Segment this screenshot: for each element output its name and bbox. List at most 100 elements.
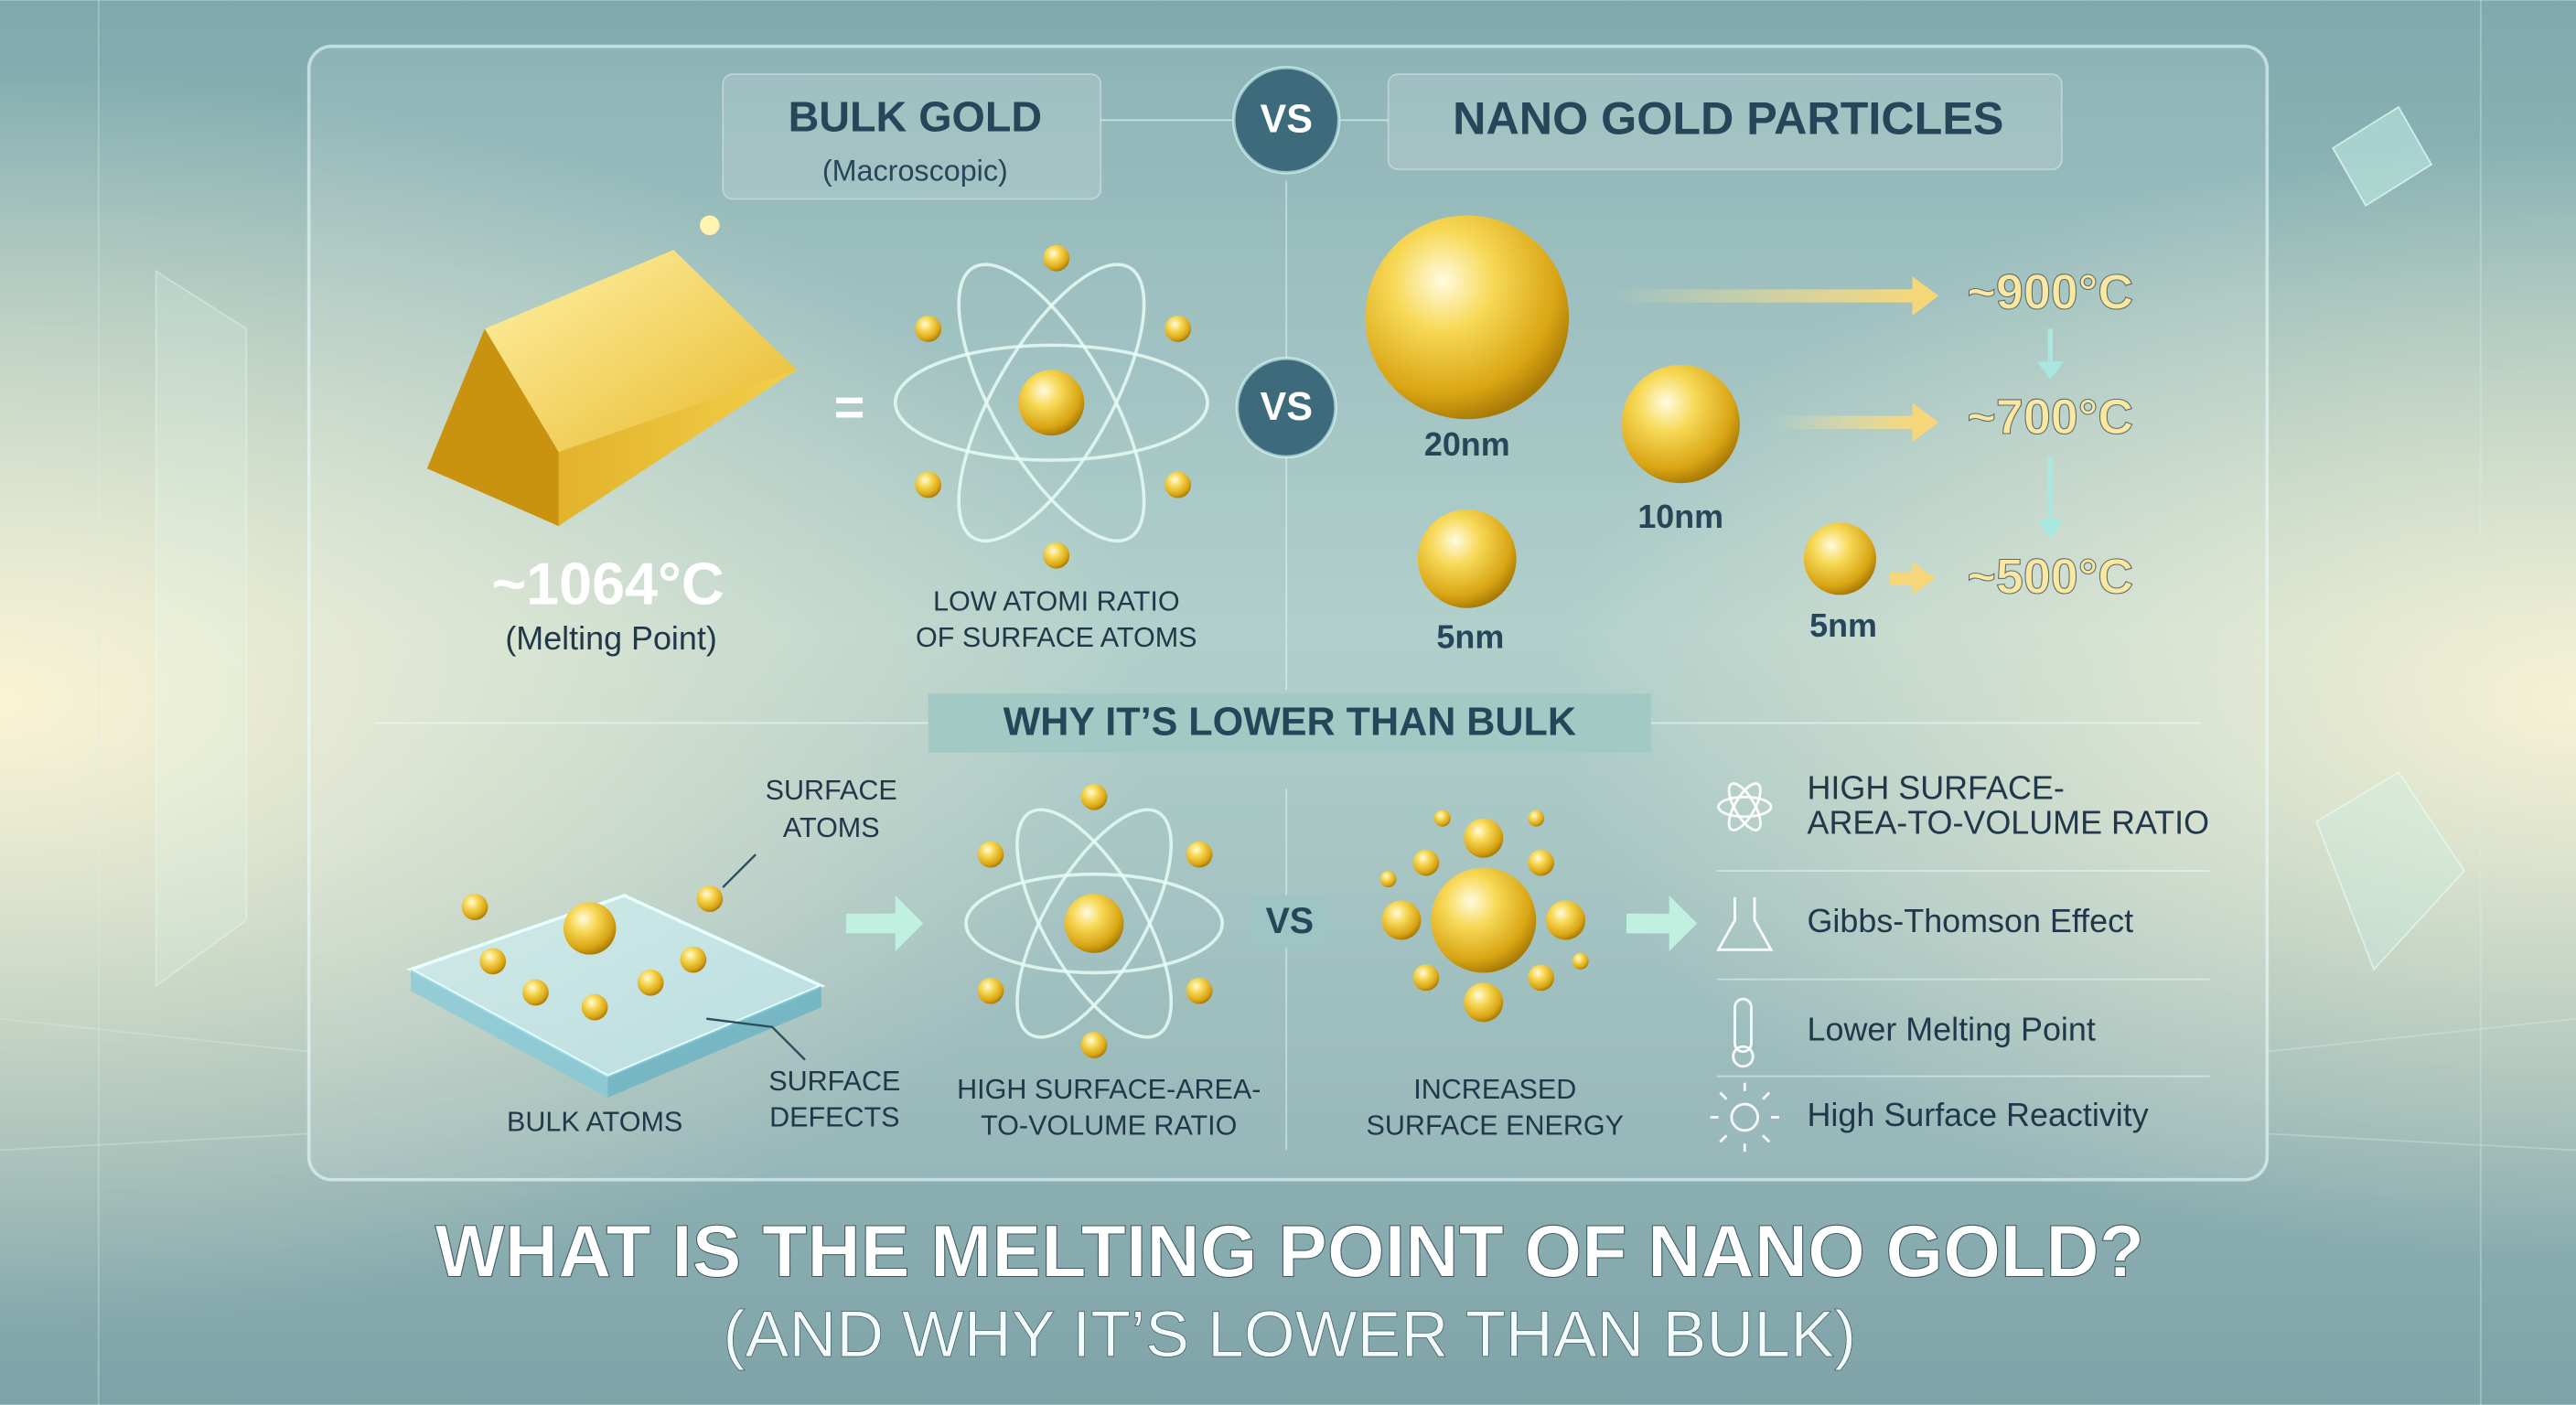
decor-ellipse: [964, 872, 1224, 975]
decor-circle: [1464, 982, 1504, 1023]
vs-label: VS: [1265, 901, 1314, 941]
decor-circle: [522, 979, 549, 1006]
surface-atoms-label: SURFACE: [766, 775, 897, 806]
decor-polygon: [1912, 402, 1939, 443]
list-item: HIGH SURFACE-: [1808, 769, 2065, 807]
decor-circle: [1080, 783, 1108, 810]
decor-rect: [306, 44, 2270, 1182]
decor-polygon: [2036, 519, 2064, 540]
decor-circle: [581, 993, 608, 1021]
decor-circle: [1165, 471, 1192, 499]
decor-g: [1379, 810, 1589, 1023]
decor-circle: [1572, 952, 1589, 970]
decor-rect: [1774, 415, 1916, 429]
energy-caption: SURFACE ENERGY: [1367, 1110, 1624, 1141]
decor-ellipse: [1727, 782, 1762, 831]
decor-circle: [1379, 871, 1397, 888]
decor-circle: [1018, 370, 1085, 436]
decor-ellipse: [1015, 808, 1174, 1039]
decor-polygon: [607, 985, 821, 1098]
decor-circle: [977, 977, 1004, 1004]
nano-temperature: ~700°C: [1967, 390, 2133, 445]
decor-ellipse: [1727, 782, 1762, 831]
left-subtitle: (Macroscopic): [822, 154, 1008, 187]
decor-ellipse: [893, 343, 1209, 462]
decor-circle: [1412, 964, 1440, 992]
bulk-atoms-label: BULK ATOMS: [507, 1107, 682, 1138]
decor-circle: [700, 215, 720, 236]
decor-circle: [977, 841, 1004, 868]
decor-rect: [722, 73, 1102, 200]
decor-circle: [461, 894, 488, 920]
decor-rect: [1889, 572, 1916, 585]
decor-polygon: [2331, 105, 2433, 207]
nano-temperature: ~500°C: [1967, 549, 2133, 604]
decor-circle: [1730, 1102, 1760, 1132]
decor-circle: [1235, 356, 1337, 459]
particle-size: 5nm: [1436, 617, 1504, 655]
decor-line: [2267, 1132, 2576, 1152]
decor-g: [1610, 275, 1939, 595]
surface-defects-label: SURFACE: [768, 1066, 900, 1097]
decor-circle: [1412, 849, 1440, 876]
decor-circle: [1433, 810, 1451, 827]
decor-g: [706, 853, 806, 1061]
decor-circle: [1621, 364, 1740, 484]
decor-rect: [1733, 997, 1753, 1054]
decor-g: [461, 885, 724, 1021]
list-item: High Surface Reactivity: [1808, 1096, 2149, 1133]
decor-circle: [1545, 900, 1586, 940]
decor-circle: [564, 902, 617, 955]
vs-badge: VS: [1260, 385, 1313, 429]
decor-polygon: [1912, 275, 1939, 316]
decor-path: [1710, 1082, 1779, 1153]
decor-line: [0, 1132, 309, 1152]
list-item: AREA-TO-VOLUME RATIO: [1808, 803, 2210, 841]
list-item: Lower Melting Point: [1808, 1011, 2096, 1048]
decor-circle: [1186, 977, 1213, 1004]
right-title: NANO GOLD PARTICLES: [1453, 91, 2003, 144]
decor-rect: [928, 693, 1651, 753]
decor-circle: [1365, 215, 1570, 420]
decor-polygon: [1912, 562, 1936, 595]
decor-circle: [1064, 894, 1124, 953]
decor-ellipse: [1015, 808, 1174, 1039]
decor-circle: [915, 471, 942, 499]
section-heading: WHY IT’S LOWER THAN BULK: [1004, 701, 1576, 745]
bulk-temperature-note: (Melting Point): [505, 619, 716, 657]
decor-circle: [1186, 841, 1213, 868]
bulk-temperature: ~1064°C: [491, 550, 724, 617]
decor-polygon: [410, 969, 608, 1098]
decor-circle: [1231, 66, 1341, 175]
decor-g: [915, 244, 1192, 569]
decor-line: [2267, 1017, 2576, 1053]
decor-polygon: [2036, 361, 2064, 381]
decor-circle: [1528, 964, 1554, 992]
decor-circle: [1464, 818, 1504, 858]
decor-rect: [1387, 73, 2063, 171]
surface-atoms-label: ATOMS: [783, 812, 880, 843]
decor-g: [964, 808, 1224, 1039]
decor-path: [1716, 896, 1774, 951]
ratio-caption: HIGH SURFACE-AREA-: [957, 1074, 1261, 1105]
decor-circle: [479, 948, 507, 975]
decor-line: [0, 1017, 309, 1053]
energy-caption: INCREASED: [1413, 1074, 1576, 1105]
decor-circle: [1043, 244, 1070, 272]
vs-badge: VS: [1260, 98, 1313, 142]
decor-polyline: [722, 853, 757, 888]
atom-caption: OF SURFACE ATOMS: [916, 622, 1197, 653]
left-title: BULK GOLD: [789, 93, 1043, 141]
surface-defects-label: DEFECTS: [769, 1101, 899, 1132]
decor-circle: [637, 969, 664, 996]
particle-size: 10nm: [1637, 498, 1723, 535]
particle-size: 20nm: [1424, 425, 1510, 463]
footer-subtitle: (AND WHY IT’S LOWER THAN BULK): [724, 1298, 1857, 1371]
decor-rect: [1610, 289, 1916, 303]
decor-ellipse: [957, 263, 1146, 543]
particle-size: 5nm: [1809, 606, 1877, 644]
decor-polygon: [1626, 896, 1698, 952]
decor-polygon: [155, 269, 248, 988]
